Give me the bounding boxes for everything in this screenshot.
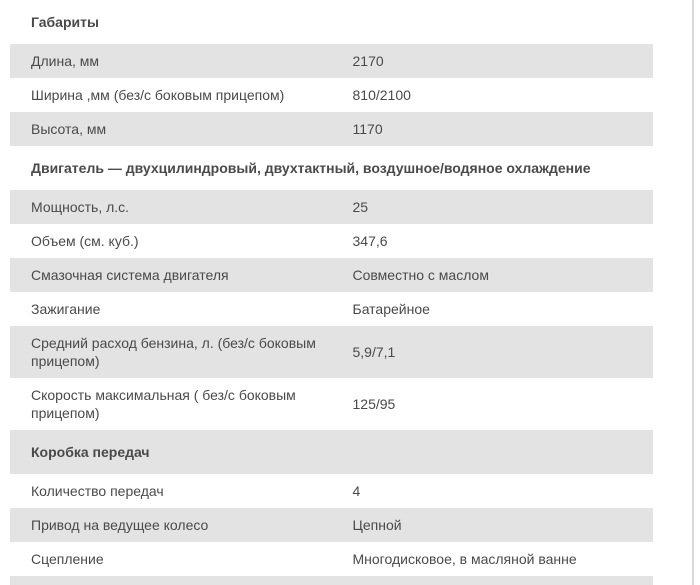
spec-label: Высота, мм — [31, 121, 107, 137]
spec-value: Батарейное — [352, 301, 430, 317]
spec-row: Количество передач 4 — [10, 474, 653, 508]
spec-value: 810/2100 — [352, 87, 411, 103]
spec-row: Зажигание Батарейное — [10, 292, 653, 326]
section-header-label: Двигатель — двухцилиндровый, двухтактный… — [31, 160, 591, 176]
spec-label: Зажигание — [31, 301, 101, 317]
spec-row: Скорость максимальная ( без/с боковым пр… — [10, 378, 653, 430]
spec-label: Количество передач — [31, 483, 164, 499]
spec-value: 25 — [352, 199, 369, 215]
section-header-row: Коробка передач — [10, 430, 653, 474]
spec-value: 5,9/7,1 — [352, 344, 396, 360]
spec-row: Объем (см. куб.) 347,6 — [10, 224, 653, 258]
specifications-table-body: Габариты Длина, мм 2170 Ширина ,мм (без/с б… — [10, 0, 653, 576]
content-right-border — [692, 0, 694, 585]
section-header-label: Коробка передач — [31, 444, 150, 460]
spec-value: 4 — [352, 483, 361, 499]
spec-row: Смазочная система двигателя Совместно с м… — [10, 258, 653, 292]
spec-value: 1170 — [352, 121, 383, 137]
spec-label: Длина, мм — [31, 53, 100, 69]
spec-label: Объем (см. куб.) — [31, 233, 139, 249]
spec-value: 347,6 — [352, 233, 388, 249]
spec-value: Совместно с маслом — [352, 267, 489, 283]
spec-label: Ширина ,мм (без/с боковым прицепом) — [31, 87, 285, 103]
spec-label: Средний расход бензина, л. (без/с боковы… — [31, 335, 316, 369]
spec-label: Смазочная система двигателя — [31, 267, 229, 283]
partial-next-row — [10, 576, 653, 585]
section-header-label: Габариты — [31, 14, 99, 30]
spec-label: Мощность, л.с. — [31, 199, 130, 215]
specifications-table: Габариты Длина, мм 2170 Ширина ,мм (без/с б… — [10, 0, 653, 576]
spec-value: Многодисковое, в масляной ванне — [352, 551, 577, 567]
section-header-row: Двигатель — двухцилиндровый, двухтактный… — [10, 146, 653, 190]
spec-row: Средний расход бензина, л. (без/с боковы… — [10, 326, 653, 378]
spec-row: Сцепление Многодисковое, в масляной ванне — [10, 542, 653, 576]
spec-label: Сцепление — [31, 551, 104, 567]
spec-row: Ширина ,мм (без/с боковым прицепом) 810/2… — [10, 78, 653, 112]
spec-value: 125/95 — [352, 396, 396, 412]
spec-row: Длина, мм 2170 — [10, 44, 653, 78]
spec-label: Скорость максимальная ( без/с боковым пр… — [31, 387, 296, 421]
spec-value: Цепной — [352, 517, 402, 533]
spec-label: Привод на ведущее колесо — [31, 517, 209, 533]
spec-row: Мощность, л.с. 25 — [10, 190, 653, 224]
spec-row: Привод на ведущее колесо Цепной — [10, 508, 653, 542]
spec-value: 2170 — [352, 53, 384, 69]
section-header-row: Габариты — [10, 0, 653, 44]
spec-row: Высота, мм 1170 — [10, 112, 653, 146]
